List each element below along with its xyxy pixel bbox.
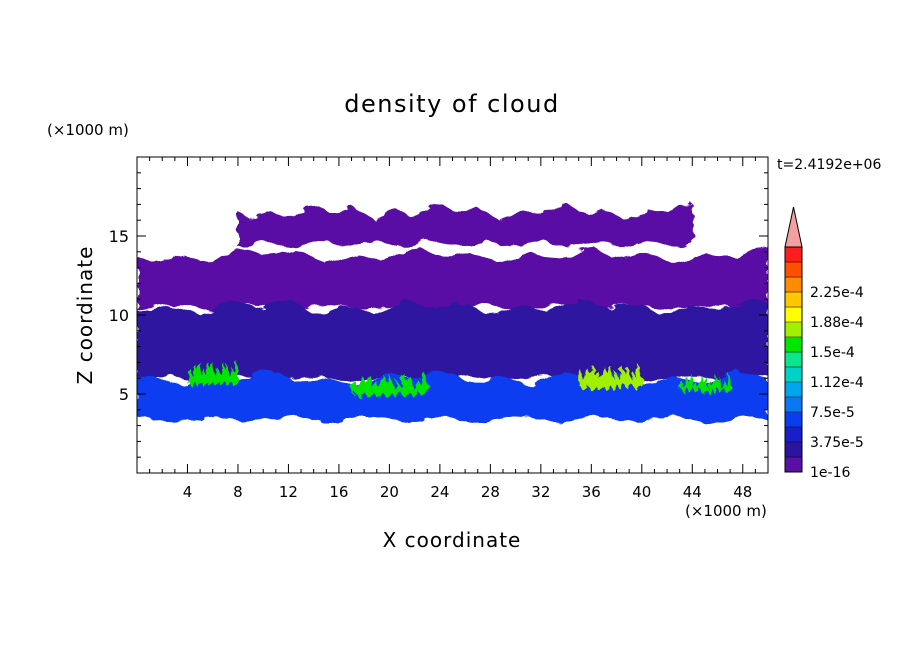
x-tick-label: 20: [380, 483, 399, 501]
x-axis: 4 8 12 16 20 24 28 32 36 40 44 48: [149, 157, 756, 501]
colorbar-label: 1.5e-4: [810, 345, 855, 361]
x-tick-label: 40: [632, 483, 651, 501]
colorbar-label: 1e-16: [810, 465, 850, 481]
chart-title: density of cloud: [344, 90, 559, 118]
colorbar-segment: [785, 322, 802, 338]
y-tick-label: 10: [109, 306, 129, 325]
y-tick-label: 5: [119, 385, 129, 404]
y-tick-label: 15: [109, 227, 129, 246]
x-tick-label: 12: [279, 483, 298, 501]
colorbar-segment: [785, 397, 802, 413]
time-label: t=2.4192e+06: [777, 157, 881, 173]
x-tick-label: 48: [733, 483, 752, 501]
colorbar-segment: [785, 412, 802, 428]
colorbar-segment: [785, 307, 802, 323]
cloud-region-core-4: [679, 373, 731, 394]
colorbar-segment: [785, 262, 802, 278]
colorbar-segment: [785, 427, 802, 443]
colorbar-segment: [785, 457, 802, 473]
colorbar-frame: [784, 246, 803, 473]
x-tick-label: 28: [481, 483, 500, 501]
x-tick-label: 24: [430, 483, 449, 501]
cloud-region-cirrus-patches: [238, 203, 693, 247]
colorbar-label: 3.75e-5: [810, 435, 864, 451]
x-tick-label: 16: [329, 483, 348, 501]
x-unit-label: (×1000 m): [685, 502, 767, 520]
colorbar-segment: [785, 382, 802, 398]
colorbar-segment: [785, 442, 802, 458]
colorbar: 1e-16 3.75e-5 7.5e-5 1.12e-4 1.5e-4 1.88e-4 2.…: [784, 206, 864, 481]
cloud-region-mid-layer: [137, 298, 768, 382]
y-axis-label: Z coordinate: [73, 246, 97, 385]
colorbar-segment: [785, 367, 802, 383]
cloud-region-upper-layer: [137, 247, 768, 311]
colorbar-segment: [785, 292, 802, 308]
x-tick-label: 44: [683, 483, 702, 501]
colorbar-segment: [785, 247, 802, 263]
x-tick-label: 8: [233, 483, 243, 501]
x-axis-label: X coordinate: [383, 528, 522, 552]
cloud-region-core-3: [578, 364, 642, 391]
cloud-region-core-1: [187, 360, 238, 388]
x-tick-label: 32: [531, 483, 550, 501]
cloud-density-field: [137, 203, 768, 423]
colorbar-segment: [785, 352, 802, 368]
colorbar-label: 1.88e-4: [810, 315, 864, 331]
x-tick-label: 4: [183, 483, 193, 501]
colorbar-label: 1.12e-4: [810, 375, 864, 391]
y-axis: 5 10 15: [109, 172, 768, 458]
colorbar-label: 2.25e-4: [810, 285, 864, 301]
colorbar-segment: [785, 337, 802, 353]
colorbar-extend-arrow: [784, 206, 803, 248]
x-tick-label: 36: [582, 483, 601, 501]
y-unit-label: (×1000 m): [47, 121, 129, 139]
colorbar-label: 7.5e-5: [810, 405, 855, 421]
cloud-region-core-2: [351, 373, 428, 397]
colorbar-segment: [785, 277, 802, 293]
